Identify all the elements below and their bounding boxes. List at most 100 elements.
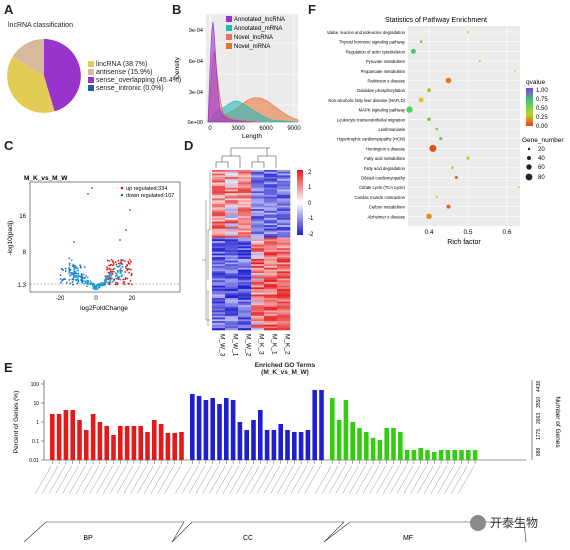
heatmap-cell (264, 326, 278, 329)
volcano-point-up (123, 283, 126, 286)
heatmap-cell (251, 177, 265, 180)
scale-tick: 1 (308, 185, 312, 191)
heatmap-cell (238, 180, 252, 183)
heatmap-cell (225, 239, 239, 242)
heatmap-cell (264, 184, 278, 187)
heatmap-cell (225, 219, 239, 222)
heatmap-cell (264, 205, 278, 208)
heatmap-cell (225, 226, 239, 229)
heatmap-cell (238, 216, 252, 219)
pathway-label: Non-alcoholic fatty liver disease (NAFLD… (328, 98, 405, 103)
qvalue-tick: 0.00 (536, 124, 548, 130)
heatmap-cell (238, 198, 252, 201)
heatmap-cell (277, 202, 291, 205)
pie-slice-sense-overlapping (44, 39, 81, 112)
volcano-point-up (120, 262, 123, 265)
heatmap-cell (212, 260, 226, 263)
scale-tick: 2 (308, 170, 312, 176)
heatmap-cell (212, 241, 226, 244)
go-bar-bp (145, 432, 150, 460)
heatmap-cell (238, 248, 252, 251)
heatmap-cell (277, 212, 291, 215)
heatmap-column-label: M_K_1 (271, 334, 278, 355)
heatmap-cell (212, 253, 226, 256)
heatmap-cell (264, 173, 278, 176)
heatmap-cell (238, 276, 252, 279)
heatmap-cell (212, 289, 226, 292)
volcano-point-up (122, 278, 125, 281)
heatmap-cell (251, 175, 265, 178)
go-bar-cc (196, 396, 202, 460)
heatmap-cell (277, 230, 291, 233)
heatmap-cell (225, 282, 239, 285)
scale-tick: -2 (308, 232, 314, 238)
volcano-point (86, 282, 89, 284)
heatmap-cell (277, 214, 291, 217)
heatmap-column-label: M_K_3 (258, 334, 265, 355)
legend-label: antisense (15.9%) (96, 68, 153, 76)
volcano-point-up (106, 259, 109, 262)
heatmap-cell (251, 328, 265, 331)
y-tick: 100 (31, 382, 40, 388)
heatmap-cell (264, 267, 278, 270)
heatmap-cell (225, 285, 239, 288)
heatmap-cell (238, 273, 252, 276)
go-bar-bp (77, 420, 82, 460)
heatmap-cell (251, 296, 265, 299)
heatmap-cell (264, 248, 278, 251)
volcano-point (109, 280, 111, 283)
heatmap-cell (251, 282, 265, 285)
go-bar-mf (459, 450, 464, 460)
heatmap-cell (277, 262, 291, 265)
go-bar-mf (370, 438, 376, 460)
heatmap-cell (238, 269, 252, 272)
y-axis-label: Percent of Genes (%) (13, 391, 20, 454)
heatmap-cell (251, 218, 265, 221)
heatmap-cell (264, 278, 278, 281)
heatmap-cell (277, 210, 291, 213)
heatmap-cell (212, 209, 226, 212)
volcano-point-down (68, 278, 71, 281)
volcano-point (72, 274, 75, 277)
heatmap-cell (225, 246, 239, 249)
heatmap-cell (238, 209, 252, 212)
volcano-point (68, 272, 71, 275)
heatmap-cell (238, 308, 252, 311)
heatmap-cell (238, 280, 252, 283)
heatmap-cell (264, 282, 278, 285)
heatmap-cell (212, 193, 226, 196)
x-tick: -20 (56, 296, 65, 302)
heatmap-cell (212, 250, 226, 253)
volcano-point-down (64, 270, 67, 272)
heatmap-cell (212, 271, 226, 274)
heatmap-cell (225, 194, 239, 197)
heatmap-cell (212, 305, 226, 308)
heatmap-cell (277, 170, 291, 173)
heatmap-cell (225, 271, 239, 274)
heatmap-cell (264, 228, 278, 231)
heatmap-cell (238, 283, 252, 286)
heatmap-cell (251, 301, 265, 304)
heatmap-cell (277, 184, 291, 187)
heatmap-cell (225, 187, 239, 190)
heatmap-cell (251, 216, 265, 219)
volcano-point (109, 274, 111, 277)
panel-a-pie (7, 39, 81, 113)
volcano-point (96, 288, 99, 290)
heatmap-cell (225, 202, 239, 205)
volcano-point-down (71, 273, 73, 276)
panel-b-density-plot: 0e+00 3e-04 6e-04 9e-04 0 3000 6000 9000… (174, 14, 301, 140)
pathway-label: Cardiac muscle contraction (354, 195, 405, 200)
heatmap-cell (277, 299, 291, 302)
group-brackets (23, 521, 527, 543)
heatmap-cell (238, 191, 252, 194)
volcano-point-down (83, 276, 86, 279)
volcano-point-up (111, 260, 114, 263)
heatmap-cell (212, 292, 226, 295)
heatmap-cell (238, 328, 252, 331)
heatmap-cell (225, 235, 239, 238)
heatmap-cell (238, 214, 252, 217)
go-bar-cc (190, 394, 195, 460)
heatmap-cell (277, 248, 291, 251)
heatmap-cell (277, 290, 291, 293)
